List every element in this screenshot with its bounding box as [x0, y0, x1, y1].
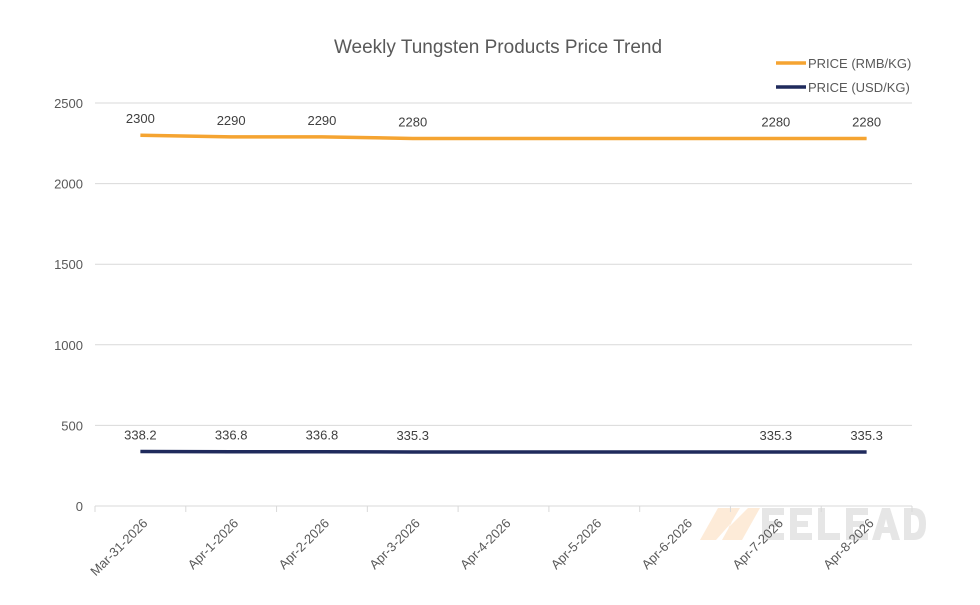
data-label: 2290 [217, 113, 246, 128]
x-tick-label: Apr-5-2026 [548, 516, 605, 573]
data-label: 2280 [398, 114, 427, 129]
y-tick-label: 2500 [54, 96, 83, 111]
y-tick-label: 0 [76, 499, 83, 514]
series-line-0 [140, 135, 866, 138]
data-label: 338.2 [124, 427, 157, 442]
legend-label: PRICE (RMB/KG) [808, 56, 911, 71]
x-tick-label: Apr-2-2026 [275, 516, 332, 573]
legend-label: PRICE (USD/KG) [808, 80, 910, 95]
data-label: 335.3 [396, 428, 429, 443]
data-label: 2300 [126, 111, 155, 126]
x-tick-label: Apr-3-2026 [366, 516, 423, 573]
x-tick-label: Mar-31-2026 [87, 516, 150, 579]
data-label: 336.8 [215, 428, 248, 443]
x-tick-label: Apr-6-2026 [639, 516, 696, 573]
watermark-logo [700, 508, 926, 540]
data-label: 335.3 [850, 428, 883, 443]
y-tick-label: 1000 [54, 338, 83, 353]
y-tick-label: 1500 [54, 257, 83, 272]
chart-title: Weekly Tungsten Products Price Trend [334, 37, 662, 58]
x-tick-label: Apr-1-2026 [185, 516, 242, 573]
data-label: 335.3 [760, 428, 793, 443]
x-tick-label: Apr-4-2026 [457, 516, 514, 573]
data-label: 336.8 [306, 428, 339, 443]
y-tick-label: 500 [61, 418, 83, 433]
data-label: 2280 [852, 114, 881, 129]
data-label: 2290 [307, 113, 336, 128]
data-label: 2280 [761, 114, 790, 129]
y-tick-label: 2000 [54, 177, 83, 192]
